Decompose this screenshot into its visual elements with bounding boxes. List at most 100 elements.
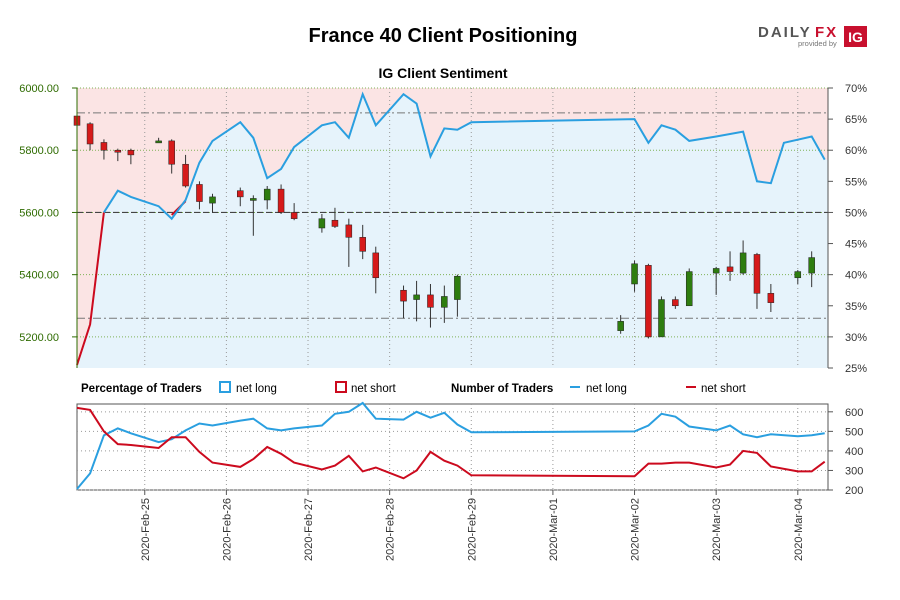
brand-provided: provided by — [798, 39, 837, 48]
traders-panel: 600 500 400 300 200 — [76, 401, 863, 497]
price-tick-label: 5400.00 — [19, 270, 59, 282]
pct-tick-label: 40% — [845, 270, 867, 282]
candle-up — [631, 263, 638, 285]
long-fill-area — [77, 94, 828, 368]
candle-down — [767, 293, 775, 303]
candle-up — [712, 268, 720, 274]
date-tick-label: 2020-Mar-01 — [548, 498, 560, 561]
pct-tick-label: 65% — [845, 114, 867, 126]
brand-logo: DAILY FX provided by IG — [758, 24, 867, 48]
candle-down — [331, 219, 339, 227]
brand-ig-box — [844, 26, 867, 47]
traders-axis: 600 500 400 300 200 — [828, 407, 863, 497]
legend-pct-long-swatch — [219, 381, 231, 393]
net-short-count-line — [76, 406, 826, 480]
date-tick-label: 2020-Mar-02 — [630, 498, 642, 561]
price-axis: 6000.00 5800.00 5600.00 5400.00 5200.00 — [19, 83, 78, 368]
candle-down — [237, 190, 244, 198]
pct-tick-label: 45% — [845, 239, 867, 251]
pct-axis: 70% 65% 60% 55% 50% 45% 40% 35% 30% 25% — [827, 83, 867, 375]
traders-gridlines — [76, 403, 829, 491]
traders-lines — [76, 401, 826, 490]
reference-lines — [77, 112, 828, 319]
pct-tick-label: 60% — [845, 145, 867, 157]
candle-down — [400, 289, 407, 302]
price-gridlines — [77, 87, 828, 368]
pct-tick-label: 70% — [845, 83, 867, 95]
legend-count-label: Number of Traders — [451, 383, 553, 395]
legend-count-long: net long — [586, 383, 627, 395]
candle-up — [617, 321, 624, 331]
candle-up — [794, 271, 802, 279]
legend-count-short: net short — [701, 383, 747, 395]
candle-up — [209, 196, 216, 204]
count-tick-label: 200 — [845, 485, 863, 497]
legend-pct-short: net short — [351, 383, 397, 395]
candle-down — [196, 184, 203, 202]
sentiment-lines — [76, 91, 826, 366]
legend-pct-short-swatch — [335, 381, 347, 393]
net-short-pct-line — [76, 212, 105, 366]
brand-daily: DAILY — [758, 24, 812, 41]
candle-down — [345, 224, 353, 238]
date-tick-label: 2020-Mar-03 — [711, 498, 723, 561]
candle-down — [427, 294, 434, 308]
date-tick-label: 2020-Feb-28 — [385, 498, 397, 561]
legend-pct-label: Percentage of Traders — [81, 383, 202, 395]
candle-down — [753, 254, 761, 294]
candle-down — [100, 142, 108, 151]
candle-down — [645, 265, 652, 338]
candle-down — [182, 163, 189, 187]
candle-up — [739, 252, 747, 274]
candles — [73, 111, 815, 339]
candle-down — [114, 149, 122, 153]
date-tick-label: 2020-Feb-25 — [140, 498, 152, 561]
count-tick-label: 600 — [845, 407, 863, 419]
price-tick-label: 6000.00 — [19, 83, 59, 95]
date-tick-label: 2020-Mar-04 — [793, 498, 805, 561]
candle-up — [155, 140, 162, 144]
candle-up — [250, 198, 257, 201]
brand-fx: FX — [815, 24, 838, 41]
count-tick-label: 500 — [845, 426, 863, 438]
candle-up — [441, 296, 448, 308]
candle-down — [672, 299, 679, 307]
date-tick-label: 2020-Feb-29 — [466, 498, 478, 561]
candle-up — [318, 218, 326, 229]
candle-down — [168, 140, 175, 165]
price-tick-label: 5600.00 — [19, 207, 59, 219]
net-long-pct-line — [103, 91, 826, 221]
candle-down — [726, 266, 734, 272]
price-tick-label: 5800.00 — [19, 145, 59, 157]
main-subtitle: IG Client Sentiment — [378, 65, 507, 81]
price-tick-label: 5200.00 — [19, 332, 59, 344]
candle-up — [808, 257, 815, 274]
date-tick-label: 2020-Feb-27 — [303, 498, 315, 561]
main-panel: 6000.00 5800.00 5600.00 5400.00 5200.00 70% 6… — [19, 83, 867, 375]
chart-title: France 40 Client Positioning — [309, 25, 578, 47]
candle-up — [685, 271, 693, 307]
candle-up — [454, 275, 461, 300]
count-tick-label: 400 — [845, 446, 863, 458]
candle-up — [658, 299, 665, 338]
pct-tick-label: 25% — [845, 363, 867, 375]
count-tick-label: 300 — [845, 465, 863, 477]
candle-up — [413, 294, 420, 300]
date-axis: 2020-Feb-25 2020-Feb-26 2020-Feb-27 2020-Fe… — [140, 490, 805, 561]
traders-frame — [76, 403, 829, 491]
legend-pct-long: net long — [236, 383, 277, 395]
pct-tick-label: 30% — [845, 332, 867, 344]
legend: Percentage of Traders net long net short… — [81, 381, 747, 395]
candle-down — [359, 237, 366, 252]
pct-tick-label: 35% — [845, 301, 867, 313]
candle-down — [372, 252, 380, 279]
date-tick-label: 2020-Feb-26 — [221, 498, 233, 561]
net-long-count-line — [76, 401, 825, 490]
candle-down — [86, 123, 94, 145]
candle-up — [263, 188, 271, 201]
candle-down — [277, 188, 285, 213]
sentiment-fill — [77, 88, 828, 368]
pct-tick-label: 55% — [845, 176, 867, 188]
candle-down — [127, 149, 135, 156]
